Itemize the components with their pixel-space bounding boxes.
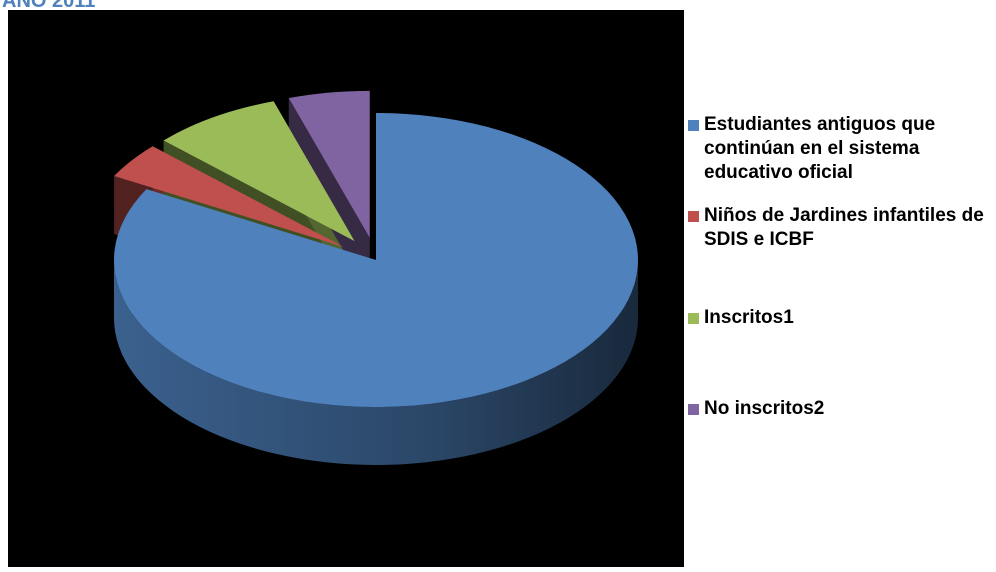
legend-label-inscritos: Inscritos1	[704, 307, 794, 328]
legend-swatch-jardines-infantiles	[688, 211, 699, 222]
plot-area	[8, 10, 684, 567]
pie-slice-inscritos	[163, 101, 355, 242]
pie-top-layer	[114, 90, 638, 408]
pie-wall-no-inscritos-start	[288, 98, 370, 296]
legend-item-no-inscritos: No inscritos2	[688, 397, 994, 421]
legend-swatch-no-inscritos	[688, 404, 699, 415]
pie-slice-no-inscritos	[288, 90, 370, 238]
chart-title: AÑO 2011	[2, 0, 96, 12]
pie-slice-estudiantes-antiguos	[114, 113, 638, 408]
legend-label-no-inscritos: No inscritos2	[704, 398, 825, 419]
pie-side-estudiantes-antiguos	[114, 260, 638, 466]
legend-swatch-inscritos	[688, 313, 699, 324]
pie-slice-jardines-infantiles	[114, 146, 344, 247]
legend-item-estudiantes-antiguos: Estudiantes antiguos que continúan en el…	[688, 113, 994, 185]
legend-swatch-estudiantes-antiguos	[688, 120, 699, 131]
legend-item-jardines-infantiles: Niños de Jardines infantiles de SDIS e I…	[688, 204, 994, 252]
legend-label-estudiantes-antiguos: Estudiantes antiguos que continúan en el…	[704, 114, 936, 183]
legend-item-inscritos: Inscritos1	[688, 306, 994, 330]
legend-label-jardines-infantiles: Niños de Jardines infantiles de SDIS e I…	[704, 205, 984, 250]
pie-chart	[114, 90, 638, 466]
